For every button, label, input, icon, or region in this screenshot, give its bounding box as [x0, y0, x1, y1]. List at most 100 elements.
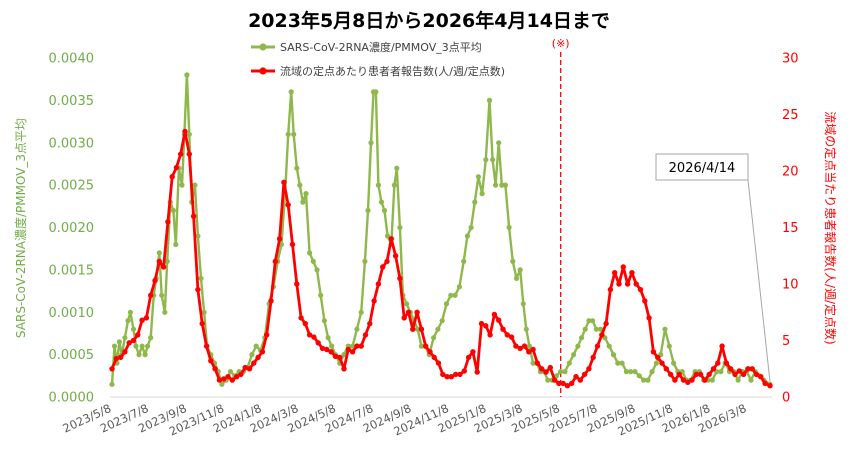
data-point: [566, 360, 572, 366]
data-point: [410, 326, 416, 332]
data-point: [530, 346, 536, 353]
data-point: [491, 311, 498, 318]
data-point: [397, 224, 403, 231]
data-point: [297, 182, 303, 188]
data-point: [510, 258, 516, 264]
data-point: [368, 140, 374, 146]
data-point: [758, 374, 764, 380]
data-point: [315, 340, 321, 346]
data-point: [414, 309, 420, 315]
data-point: [486, 97, 493, 103]
data-point: [575, 343, 581, 349]
data-point: [294, 165, 300, 171]
data-point: [637, 286, 644, 293]
data-point: [391, 182, 397, 188]
data-point: [642, 298, 648, 304]
data-point: [139, 317, 145, 323]
data-point: [732, 371, 738, 378]
data-point: [767, 383, 773, 389]
y-tick-label-right: 5: [782, 334, 790, 349]
data-point: [405, 309, 412, 315]
data-point: [632, 369, 638, 375]
chart-title: 2023年5月8日から2026年4月14日まで: [248, 9, 610, 32]
data-point: [306, 332, 313, 338]
data-point: [380, 264, 386, 270]
data-point: [321, 318, 327, 324]
data-point: [666, 343, 672, 349]
data-point: [198, 275, 204, 281]
y-axis-left: 0.0000 0.0005 0.0010 0.0015 0.0020 0.0025 0.00…: [49, 52, 95, 406]
data-point: [556, 380, 562, 387]
y-tick-label-left: 0.0010: [49, 306, 95, 321]
data-point: [571, 352, 577, 358]
data-point: [586, 318, 592, 324]
data-point: [289, 241, 296, 248]
data-point: [130, 326, 137, 332]
data-point: [582, 326, 588, 332]
data-point: [513, 275, 520, 281]
y-tick-label-left: 0.0040: [49, 52, 95, 67]
data-point: [464, 233, 470, 239]
data-point: [303, 191, 309, 197]
data-point: [302, 320, 308, 327]
data-point: [616, 281, 622, 287]
data-point: [208, 358, 214, 364]
x-axis: 2023/5/82023/7/82023/9/82023/11/82024/1/…: [61, 401, 749, 439]
series-patients: [109, 128, 773, 389]
data-point: [440, 371, 446, 378]
data-point: [375, 281, 382, 287]
data-point: [508, 334, 515, 340]
data-point: [159, 292, 165, 298]
data-point: [423, 343, 429, 349]
data-point: [590, 354, 596, 361]
data-point: [354, 343, 360, 349]
data-point: [431, 335, 437, 341]
data-point: [590, 318, 596, 324]
data-point: [307, 250, 313, 256]
data-point: [401, 315, 407, 321]
data-point: [362, 332, 369, 338]
data-point: [127, 309, 133, 315]
legend-label-patients: 流域の定点あたり患者者報告数(人/週/定点数): [280, 64, 505, 78]
data-point: [521, 343, 528, 349]
data-point: [350, 343, 356, 349]
data-point: [324, 346, 330, 353]
data-point: [551, 377, 558, 383]
data-point: [242, 364, 248, 371]
data-point: [478, 320, 485, 327]
data-point: [319, 345, 326, 352]
data-point: [145, 343, 151, 349]
data-point: [562, 369, 568, 375]
data-point: [173, 164, 180, 171]
data-point: [238, 371, 244, 378]
data-point: [354, 326, 360, 332]
data-point: [719, 343, 725, 349]
data-point: [294, 281, 300, 287]
data-point: [418, 343, 424, 349]
data-point: [453, 371, 459, 378]
data-point: [264, 332, 270, 338]
y-tick-label-left: 0.0020: [49, 221, 95, 236]
y-tick-label-left: 0.0030: [49, 136, 95, 151]
legend-label-rna: SARS-CoV-2RNA濃度/PMMOV_3点平均: [280, 40, 482, 54]
data-point: [710, 366, 717, 372]
data-point: [517, 345, 523, 352]
data-point: [718, 369, 724, 375]
data-point: [160, 264, 167, 270]
data-point: [573, 374, 579, 380]
data-point: [397, 275, 403, 282]
data-point: [130, 337, 137, 344]
data-point: [392, 253, 399, 259]
data-point: [272, 258, 278, 265]
data-point: [169, 174, 175, 180]
data-point: [418, 326, 425, 332]
data-point: [506, 224, 512, 231]
data-point: [448, 374, 455, 380]
data-point: [285, 131, 291, 137]
data-point: [745, 366, 751, 372]
data-point: [162, 309, 168, 315]
data-point: [502, 182, 508, 188]
data-point: [113, 355, 120, 362]
data-point: [394, 165, 400, 171]
